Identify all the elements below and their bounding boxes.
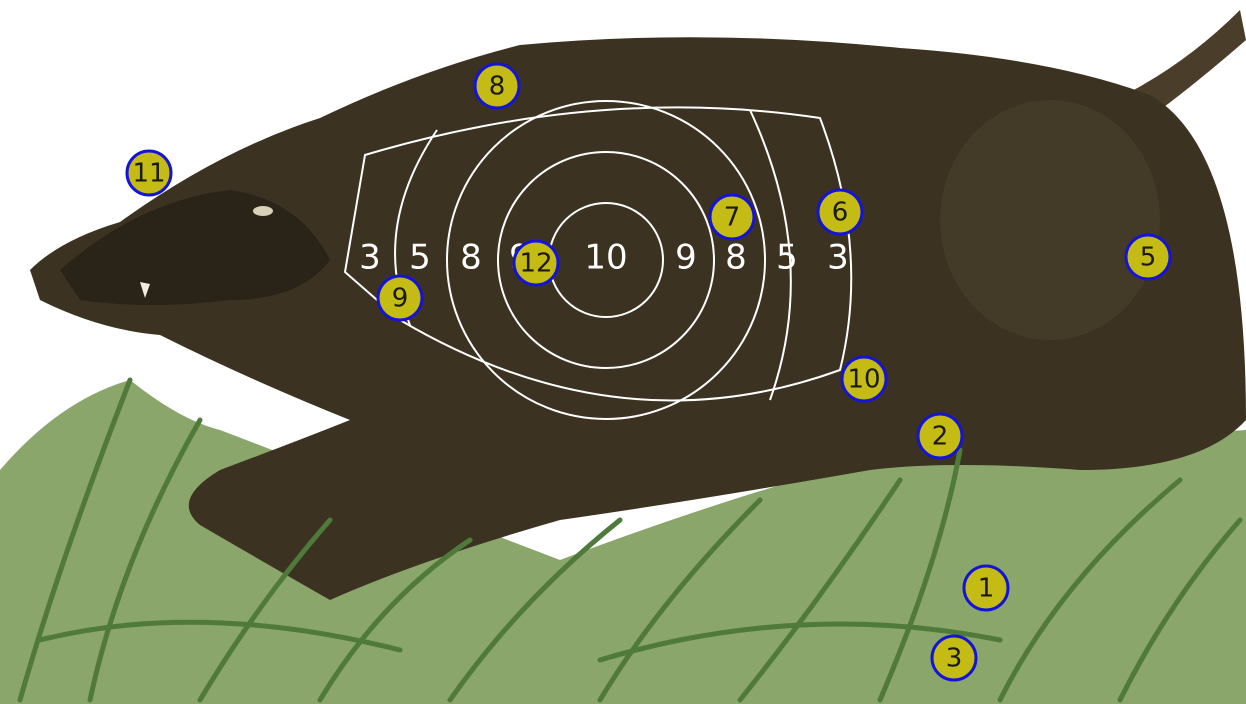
shot-number: 8 [489,72,506,102]
shot-number: 7 [724,203,741,233]
ring-score: 9 [675,238,697,278]
shot-number: 10 [847,365,880,395]
shot-marker: 3 [932,636,976,680]
shot-number: 9 [392,284,409,314]
target-scene: 3589109853 12356789101112 [0,0,1246,704]
shot-number: 3 [946,644,963,674]
shot-marker: 6 [818,190,862,234]
ring-score: 8 [460,238,482,278]
shot-marker: 9 [378,276,422,320]
shot-number: 6 [832,198,849,228]
shot-marker: 10 [842,357,886,401]
ring-score: 10 [584,238,627,278]
shot-marker: 11 [127,151,171,195]
shot-number: 12 [519,249,552,279]
ring-score: 3 [359,238,381,278]
shot-marker: 7 [710,195,754,239]
ring-score: 8 [725,238,747,278]
shot-marker: 5 [1126,235,1170,279]
shot-marker: 12 [514,241,558,285]
shot-number: 11 [132,159,165,189]
ring-score: 3 [827,238,849,278]
ring-score: 5 [409,238,431,278]
shot-number: 2 [932,422,949,452]
shot-marker: 8 [475,64,519,108]
shot-number: 1 [978,574,995,604]
ring-score: 5 [776,238,798,278]
shot-marker: 1 [964,566,1008,610]
shot-number: 5 [1140,243,1157,273]
shot-marker: 2 [918,414,962,458]
